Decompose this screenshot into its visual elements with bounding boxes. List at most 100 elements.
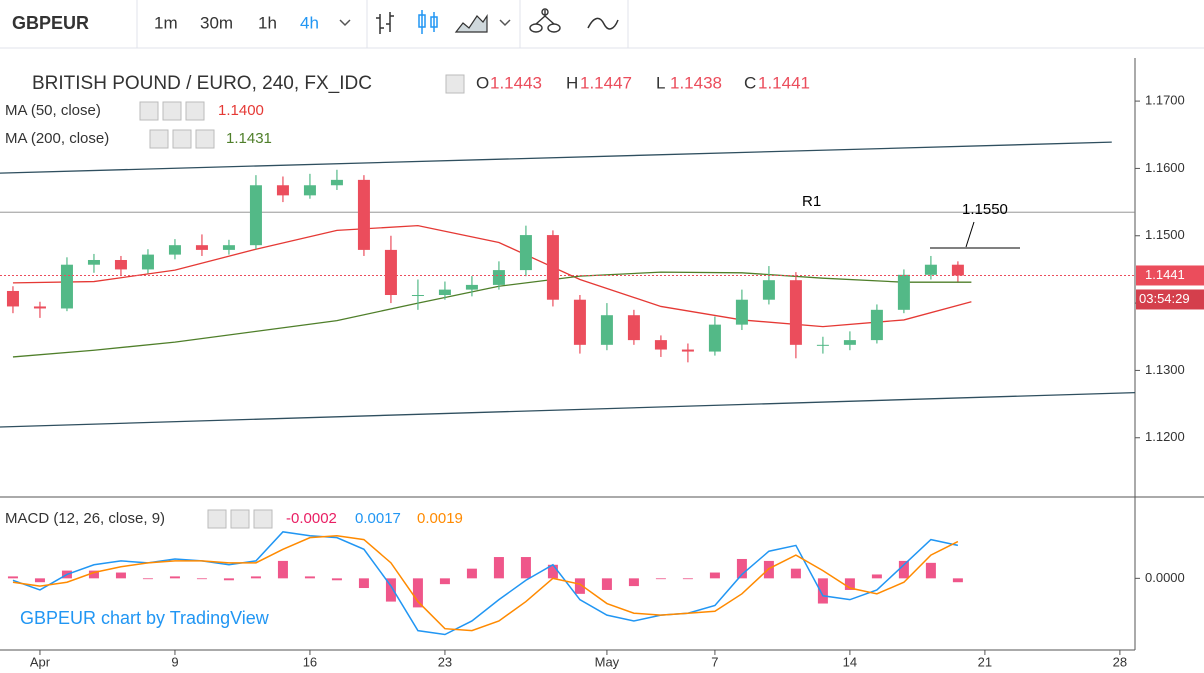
candle-body — [222, 245, 235, 250]
y-tick-label: 1.1200 — [1145, 429, 1185, 444]
legend-entry: MA (200, close) — [5, 130, 109, 147]
candle-body — [249, 185, 262, 246]
candle-body — [357, 179, 370, 250]
interval-button[interactable]: 1h — [258, 13, 277, 32]
histogram-bar — [223, 578, 234, 581]
histogram-bar — [925, 562, 936, 579]
countdown-box — [1136, 289, 1204, 310]
histogram-bar — [709, 572, 720, 579]
toolbar-bg — [0, 0, 628, 48]
watermark: GBPEUR chart by TradingView — [20, 608, 270, 628]
histogram-bar — [898, 560, 909, 579]
candle-body — [411, 295, 424, 297]
candle-body — [6, 290, 19, 307]
last-price-label: 1.1441 — [1145, 267, 1185, 282]
interval-button[interactable]: 4h — [300, 13, 319, 32]
candle-body — [330, 179, 343, 186]
histogram-bar — [493, 557, 504, 579]
legend-value: 1.1400 — [218, 102, 264, 119]
histogram-bar — [331, 578, 342, 581]
macd-line — [12, 534, 959, 632]
eye-icon[interactable] — [207, 509, 227, 529]
candle-body — [789, 280, 802, 345]
legend-value: 0.0017 — [355, 510, 401, 527]
histogram-bar — [412, 578, 423, 608]
candle-body — [303, 185, 316, 196]
histogram-bar — [115, 572, 126, 579]
moving-average — [12, 224, 972, 328]
histogram-bar — [196, 578, 207, 580]
candle-body — [654, 340, 667, 350]
candle-body — [816, 344, 829, 346]
histogram-bar — [385, 578, 396, 602]
ohlc-value: 1.1438 — [670, 73, 722, 92]
candle-body — [870, 309, 883, 341]
indicators-icon[interactable] — [529, 8, 561, 33]
ohlc-label: L — [656, 73, 665, 92]
annotation-leader — [965, 221, 975, 248]
y-tick-label: 0.0000 — [1145, 570, 1185, 585]
interval-button[interactable]: 30m — [200, 13, 233, 32]
x-tick-label: May — [595, 654, 620, 669]
annotation-note — [930, 221, 1020, 249]
ohlc-value: 1.1443 — [490, 73, 542, 92]
legend-value: -0.0002 — [286, 510, 337, 527]
histogram-bar — [466, 568, 477, 579]
ohlc-value: 1.1447 — [580, 73, 632, 92]
indicator-title: MACD (12, 26, close, 9) — [5, 510, 165, 527]
ohlc-label: O — [476, 73, 489, 92]
eye-icon[interactable] — [149, 129, 169, 149]
remove-icon[interactable] — [253, 509, 273, 529]
bars-icon[interactable] — [376, 12, 394, 34]
x-tick-label: 16 — [303, 654, 317, 669]
y-tick-label: 1.1700 — [1145, 93, 1185, 108]
histogram-bar — [682, 578, 693, 580]
compare-icon[interactable] — [587, 17, 619, 30]
histogram-bar — [574, 578, 585, 594]
area-icon[interactable] — [454, 14, 488, 33]
trend-line — [0, 141, 1112, 174]
x-tick-label: 21 — [978, 654, 992, 669]
histogram-bar — [7, 576, 18, 579]
eye-icon[interactable] — [139, 101, 159, 121]
histogram-bar — [736, 558, 747, 579]
histogram-bar — [817, 578, 828, 604]
candle-body — [627, 315, 640, 341]
interval-dropdown[interactable] — [339, 19, 351, 27]
histogram-bar — [277, 560, 288, 579]
settings-icon[interactable] — [230, 509, 250, 529]
style-dropdown[interactable] — [499, 19, 511, 27]
level-label: R1 — [802, 193, 821, 210]
histogram-bar — [250, 576, 261, 579]
histogram-bar — [88, 570, 99, 579]
remove-icon[interactable] — [195, 129, 215, 149]
symbol[interactable]: GBPEUR — [12, 13, 89, 33]
eye-icon[interactable] — [445, 74, 465, 94]
candle-body — [951, 264, 964, 276]
histogram-bar — [547, 564, 558, 579]
candle-body — [60, 264, 73, 309]
candle-body — [438, 289, 451, 296]
candles-icon[interactable] — [418, 10, 438, 34]
interval-button[interactable]: 1m — [154, 13, 178, 32]
x-tick-label: 7 — [711, 654, 718, 669]
ohlc-label: C — [744, 73, 756, 92]
candle-body — [87, 259, 100, 265]
x-tick-label: 23 — [438, 654, 452, 669]
legend-icons — [139, 74, 465, 529]
histogram-bar — [844, 578, 855, 590]
histogram-bar — [871, 574, 882, 579]
legend-value: 1.1431 — [226, 130, 272, 147]
candle-body — [600, 315, 613, 345]
candle-body — [924, 264, 937, 275]
candle-body — [465, 284, 478, 290]
legend-entry: MA (50, close) — [5, 102, 101, 119]
remove-icon[interactable] — [185, 101, 205, 121]
histogram-bar — [169, 576, 180, 579]
settings-icon[interactable] — [162, 101, 182, 121]
settings-icon[interactable] — [172, 129, 192, 149]
y-tick-label: 1.1600 — [1145, 160, 1185, 175]
toolbar — [0, 0, 1204, 49]
trend-line — [0, 391, 1136, 428]
